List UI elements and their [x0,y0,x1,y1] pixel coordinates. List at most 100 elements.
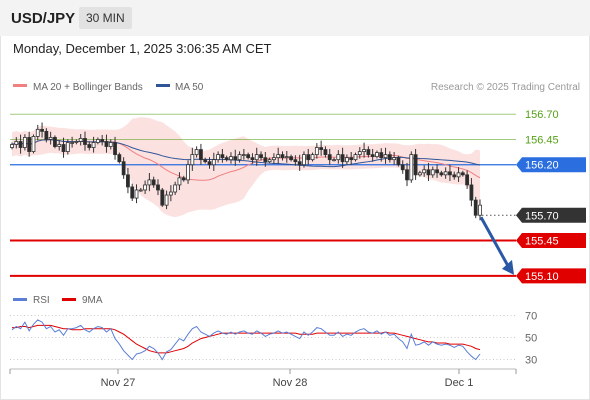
candle-body [413,154,418,176]
credit-label: Research © 2025 Trading Central [431,82,580,93]
candle-body [267,159,272,163]
candle-body [156,184,160,191]
level-tag-bg-155.10 [516,268,586,284]
x-axis: Nov 27 Nov 28 Dec 1 [9,369,517,389]
candle-body [409,154,414,181]
candle-body [220,154,225,159]
ma9-legend-swatch [62,298,76,301]
candle-body [284,156,289,159]
rsi-tick-30: 30 [525,355,537,367]
candle-body [74,141,79,143]
candle-body [430,169,435,176]
candle-body [95,139,100,143]
candle-body [276,154,281,159]
candle-body [216,154,220,161]
candle-body [400,164,405,171]
candle-series [10,122,482,221]
candle-body [78,138,83,142]
candle-body [14,141,19,145]
candle-body [469,184,474,201]
candle-body [314,147,319,156]
candle-body [370,154,375,158]
candle-body [22,137,27,148]
rsi-ma-line [12,324,481,354]
candle-body [396,157,401,166]
candle-body [138,189,143,192]
candle-body [91,142,96,148]
candle-body [302,154,306,166]
candle-body [164,194,169,206]
candle-body [70,142,75,144]
moving-average-lines [11,139,481,181]
candle-body [439,172,444,176]
ma20-legend-label: MA 20 + Bollinger Bands [33,82,143,93]
candle-body [113,142,117,156]
candle-body [417,172,422,176]
candle-body [310,154,315,161]
rsi-tick-50: 50 [525,333,537,345]
candle-body [263,157,268,163]
candle-body [181,177,186,181]
candle-body [327,154,332,161]
forecast-arrow [479,216,514,275]
candle-body [57,144,62,147]
level-label-156.45: 156.45 [525,134,559,146]
candle-body [448,171,452,176]
candle-body [229,156,233,161]
candle-body [207,161,212,166]
candle-body [100,139,105,142]
candle-body [259,154,263,159]
forecast-arrow-shaft [479,216,510,267]
candle-body [452,174,457,178]
candle-body [87,144,92,148]
x-tick-label-2: Dec 1 [445,377,474,389]
ma50-line [11,139,481,168]
candle-body [422,169,427,174]
rsi-panel: 70 50 30 [10,311,537,367]
candle-body [293,159,298,163]
candle-body [104,141,109,147]
candle-body [349,157,354,161]
candle-body [126,174,130,188]
bollinger-band-layer [12,117,480,218]
candle-body [405,169,409,181]
timeframe-badge[interactable]: 30 MIN [79,7,132,29]
candle-body [357,151,362,156]
candle-body [241,154,246,157]
candle-body [362,149,366,152]
candle-body [392,157,397,161]
level-lines [10,113,516,277]
candle-body [272,157,276,161]
level-label-155.45: 155.45 [525,236,559,248]
level-label-155.10: 155.10 [525,271,559,283]
candle-body [435,169,439,174]
x-tick-label-0: Nov 27 [101,377,136,389]
candle-body [134,189,139,199]
candle-body [383,154,388,159]
candle-body [117,154,122,163]
ma50-legend-label: MA 50 [175,82,204,93]
rsi-legend-label: RSI [33,295,50,306]
rsi-tick-70: 70 [525,311,537,323]
candle-body [319,147,324,150]
candle-body [40,128,44,132]
candle-body [35,128,40,137]
candle-body [344,157,349,163]
candle-body [375,152,379,158]
forecast-arrow-head [502,259,514,275]
candle-body [147,179,152,186]
candle-body [65,142,70,152]
candle-body [143,184,148,191]
candle-body [160,189,165,206]
candle-body [186,164,190,181]
ma9-legend-label: 9MA [82,295,103,306]
candle-body [203,159,208,163]
candle-body [48,137,53,140]
candle-body [31,136,36,152]
candle-body [366,149,371,156]
level-tag-bg-155.45 [516,233,586,249]
candle-body [44,130,49,140]
candle-body [53,137,57,147]
candle-body [465,174,470,186]
